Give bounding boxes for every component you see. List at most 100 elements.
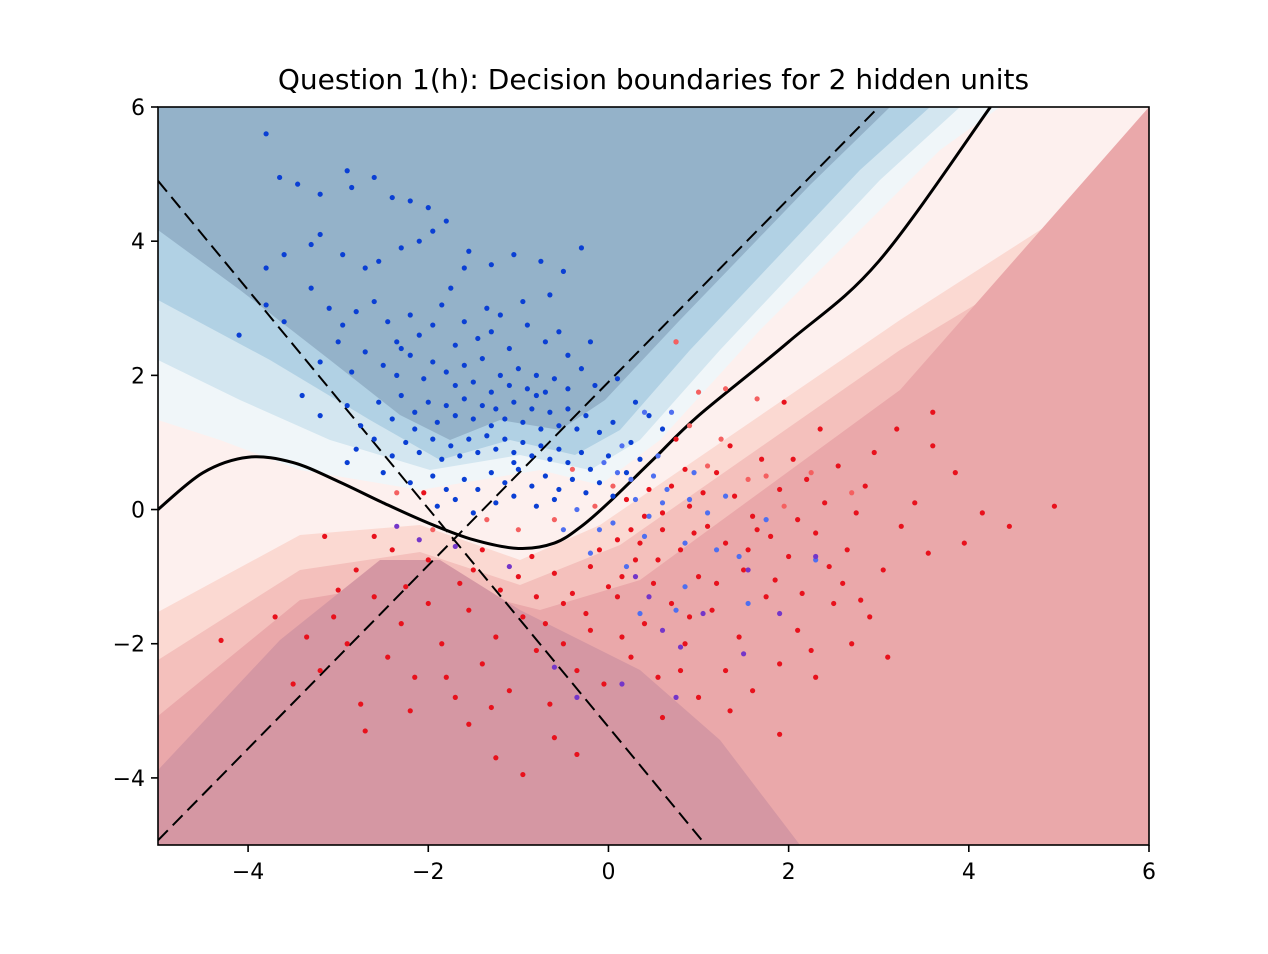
scatter-point [547,701,553,707]
scatter-point [880,567,886,573]
scatter-point [488,389,494,395]
scatter-point [583,413,589,419]
scatter-point [547,292,553,298]
scatter-point [421,376,427,382]
scatter-point [574,506,580,513]
scatter-point [632,574,639,580]
scatter-point [488,704,494,711]
scatter-point [385,654,391,660]
scatter-point [849,490,855,496]
scatter-point [551,735,558,741]
scatter-point [641,533,648,539]
scatter-point [263,302,269,308]
scatter-point [574,667,580,674]
scatter-point [885,654,891,660]
scatter-point [529,453,535,459]
scatter-point [290,681,296,687]
scatter-point [371,298,377,305]
scatter-point [475,486,481,493]
scatter-point [461,319,467,325]
scatter-point [659,510,666,516]
scatter-point [704,463,711,469]
scatter-point [686,503,693,509]
scatter-point [772,577,778,583]
scatter-point [479,402,485,409]
scatter-point [713,470,720,476]
scatter-point [682,466,688,472]
scatter-point [493,634,499,640]
y-axis: −4 −2 0 2 4 6 [113,96,158,792]
scatter-point [691,530,697,536]
scatter-point [533,392,539,399]
scatter-point [439,456,445,462]
scatter-point [740,651,747,657]
y-tick-label: −4 [113,767,145,792]
scatter-point [398,245,404,251]
scatter-point [538,443,544,449]
scatter-point [547,456,553,462]
scatter-point [389,194,395,201]
scatter-point [763,594,769,600]
scatter-point [659,426,666,432]
scatter-point [511,449,517,456]
scatter-point [659,627,666,633]
scatter-point [574,751,580,758]
scatter-point [434,503,440,509]
scatter-point [641,409,648,415]
scatter-point [484,433,490,439]
scatter-point [894,426,900,432]
scatter-point [777,661,783,667]
scatter-point [299,392,305,399]
scatter-point [610,520,616,526]
scatter-point [677,644,684,650]
scatter-point [700,490,706,496]
scatter-point [448,443,454,449]
scatter-point [578,245,585,251]
scatter-point [862,483,868,489]
contour-blue-region [158,107,890,440]
scatter-point [466,607,472,613]
decision-boundary [158,107,992,551]
x-tick-label: 2 [782,860,796,885]
scatter-point [628,654,634,660]
scatter-point [840,580,846,586]
scatter-point [506,688,512,694]
plot-area [158,107,1149,845]
scatter-point [619,443,625,449]
scatter-point [425,557,431,563]
scatter-point [389,547,395,553]
scatter-point [750,688,756,694]
scatter-point [619,574,625,580]
scatter-point [529,553,535,560]
scatter-point [569,466,576,472]
scatter-point [686,423,693,429]
scatter-point [218,637,224,643]
scatter-point [277,174,283,181]
scatter-point [718,436,724,442]
scatter-point [610,483,616,489]
scatter-point [520,439,526,446]
scatter-point [385,319,391,325]
scatter-point [547,409,553,415]
scatter-point [371,174,377,181]
scatter-point [740,567,747,573]
scatter-point [416,238,422,244]
scatter-point [614,594,621,600]
scatter-point [502,436,508,442]
scatter-point [403,584,409,590]
scatter-point [349,369,355,375]
scatter-point [358,423,364,429]
scatter-point [317,359,323,365]
scatter-point [430,322,436,328]
scatter-point [281,319,287,325]
scatter-point [750,513,756,519]
scatter-point [668,483,675,489]
scatter-point [403,439,409,446]
scatter-point [713,547,720,553]
scatter-point [511,399,517,405]
scatter-point [632,399,639,405]
x-tick-label: 0 [601,860,615,885]
scatter-point [412,409,418,415]
scatter-point [574,694,580,701]
x-tick-label: 6 [1142,860,1156,885]
